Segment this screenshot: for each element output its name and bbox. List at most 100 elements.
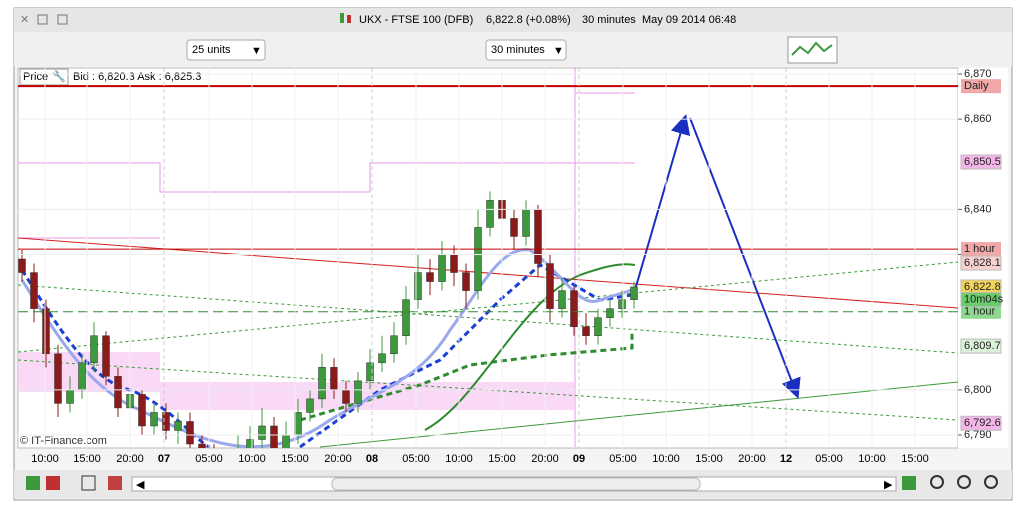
candle-body bbox=[138, 394, 146, 427]
candle-body bbox=[354, 380, 362, 404]
price-tag-label: 6,809.7 bbox=[964, 340, 1001, 352]
strategy-icon[interactable] bbox=[791, 41, 833, 56]
candle-body bbox=[102, 335, 110, 377]
window-controls[interactable]: ✕ bbox=[20, 14, 68, 26]
candles bbox=[18, 191, 638, 448]
close-btn[interactable]: ✕ bbox=[20, 14, 29, 26]
candle-body bbox=[594, 317, 602, 336]
units-value[interactable]: 25 units bbox=[192, 44, 231, 56]
scroll-left[interactable]: ◀ bbox=[136, 479, 145, 491]
zoom-fit[interactable] bbox=[930, 475, 944, 489]
candle-body bbox=[450, 254, 458, 273]
candle-body bbox=[186, 421, 194, 445]
candle-body bbox=[534, 209, 542, 264]
forecast-arrow bbox=[634, 114, 691, 291]
timeframe-dropdown[interactable] bbox=[485, 39, 567, 61]
x-tick-label: 15:00 bbox=[281, 453, 309, 465]
x-tick-label: 10:00 bbox=[445, 453, 473, 465]
time-axis bbox=[18, 450, 958, 468]
x-tick-label: 20:00 bbox=[531, 453, 559, 465]
candle-body bbox=[150, 412, 158, 427]
candle-body bbox=[438, 254, 446, 282]
candle-body bbox=[198, 443, 206, 448]
tool-icon[interactable] bbox=[46, 476, 60, 490]
candle-body bbox=[330, 367, 338, 391]
dropdown-arrow[interactable]: ▼ bbox=[553, 45, 564, 57]
x-tick-label: 10:00 bbox=[652, 453, 680, 465]
candle-body bbox=[66, 389, 74, 404]
tool-icon[interactable] bbox=[902, 476, 916, 490]
pivot-steps bbox=[18, 68, 635, 447]
bid-ask: Bid : 6,820.3 Ask : 6,825.3 bbox=[73, 71, 201, 83]
x-tick-label: 10:00 bbox=[858, 453, 886, 465]
y-tick-label: 6,800 bbox=[964, 384, 992, 396]
candle-body bbox=[546, 263, 554, 309]
candle-body bbox=[114, 376, 122, 409]
candle-body bbox=[630, 286, 638, 300]
candle-body bbox=[510, 218, 518, 237]
channel-line bbox=[18, 284, 958, 354]
timeframe-value[interactable]: 30 minutes bbox=[491, 44, 545, 56]
copyright: © IT-Finance.com bbox=[20, 435, 107, 447]
candle-body bbox=[558, 290, 566, 309]
instrument: UKX - FTSE 100 (DFB) bbox=[359, 14, 473, 26]
zone bbox=[160, 382, 575, 410]
candle-body bbox=[174, 421, 182, 431]
price-tag bbox=[960, 415, 1002, 431]
candle-body bbox=[462, 272, 470, 291]
x-tick-label: 05:00 bbox=[195, 453, 223, 465]
level-label: 1 hour bbox=[964, 306, 996, 318]
dropdown-arrow[interactable]: ▼ bbox=[251, 45, 262, 57]
units-dropdown[interactable] bbox=[186, 39, 266, 61]
candle-body bbox=[270, 425, 278, 448]
tool-icon[interactable] bbox=[26, 476, 40, 490]
scroll-thumb[interactable] bbox=[331, 477, 701, 491]
y-tick-label: 6,790 bbox=[964, 429, 992, 441]
x-tick-label: 05:00 bbox=[402, 453, 430, 465]
x-tick-label: 05:00 bbox=[815, 453, 843, 465]
forecast-arrow bbox=[689, 117, 801, 399]
zoom-out[interactable] bbox=[957, 475, 971, 489]
price-tag-label: 6,822.8 bbox=[964, 281, 1001, 293]
channel-line bbox=[18, 261, 958, 353]
candle-icon bbox=[347, 15, 351, 23]
level-tag bbox=[961, 242, 1001, 257]
zoom-in[interactable] bbox=[984, 475, 998, 489]
candle-body bbox=[342, 389, 350, 404]
candle-body bbox=[246, 439, 254, 448]
x-tick-label: 10:00 bbox=[31, 453, 59, 465]
minimize-btn[interactable] bbox=[37, 14, 48, 25]
candle-body bbox=[294, 412, 302, 436]
tool-icon[interactable] bbox=[81, 475, 96, 491]
price-tag bbox=[960, 154, 1002, 170]
strategy-button[interactable] bbox=[787, 36, 838, 64]
bottom-tools[interactable]: ◀ ▶ bbox=[26, 475, 998, 492]
level-label: Daily bbox=[964, 80, 989, 92]
candle-body bbox=[426, 272, 434, 282]
x-tick-label: 08 bbox=[366, 453, 378, 465]
trend-line bbox=[319, 381, 958, 448]
candle-body bbox=[522, 209, 530, 237]
price-tag-label: 6,828.1 bbox=[964, 257, 1001, 269]
interval: 30 minutes bbox=[582, 14, 636, 26]
wrench-icon[interactable]: 🔧 bbox=[52, 69, 66, 83]
y-tick-label: 6,870 bbox=[964, 68, 992, 80]
price-label[interactable]: Price bbox=[23, 71, 48, 83]
x-tick-label: 10:00 bbox=[238, 453, 266, 465]
level-label: 1 hour bbox=[964, 243, 996, 255]
maximize-btn[interactable] bbox=[57, 14, 68, 25]
quote: 6,822.8 (+0.08%) bbox=[486, 14, 571, 26]
candle-body bbox=[42, 308, 50, 355]
tool-icon[interactable] bbox=[108, 476, 122, 490]
candle-body bbox=[474, 227, 482, 291]
candle-body bbox=[30, 272, 38, 309]
candle-body bbox=[90, 335, 98, 364]
x-tick-label: 15:00 bbox=[488, 453, 516, 465]
price-tag bbox=[960, 292, 1002, 308]
price-tab[interactable] bbox=[19, 68, 69, 86]
trend-line bbox=[18, 237, 958, 309]
scroll-right[interactable]: ▶ bbox=[884, 479, 893, 491]
x-tick-label: 15:00 bbox=[901, 453, 929, 465]
x-tick-label: 12 bbox=[780, 453, 792, 465]
